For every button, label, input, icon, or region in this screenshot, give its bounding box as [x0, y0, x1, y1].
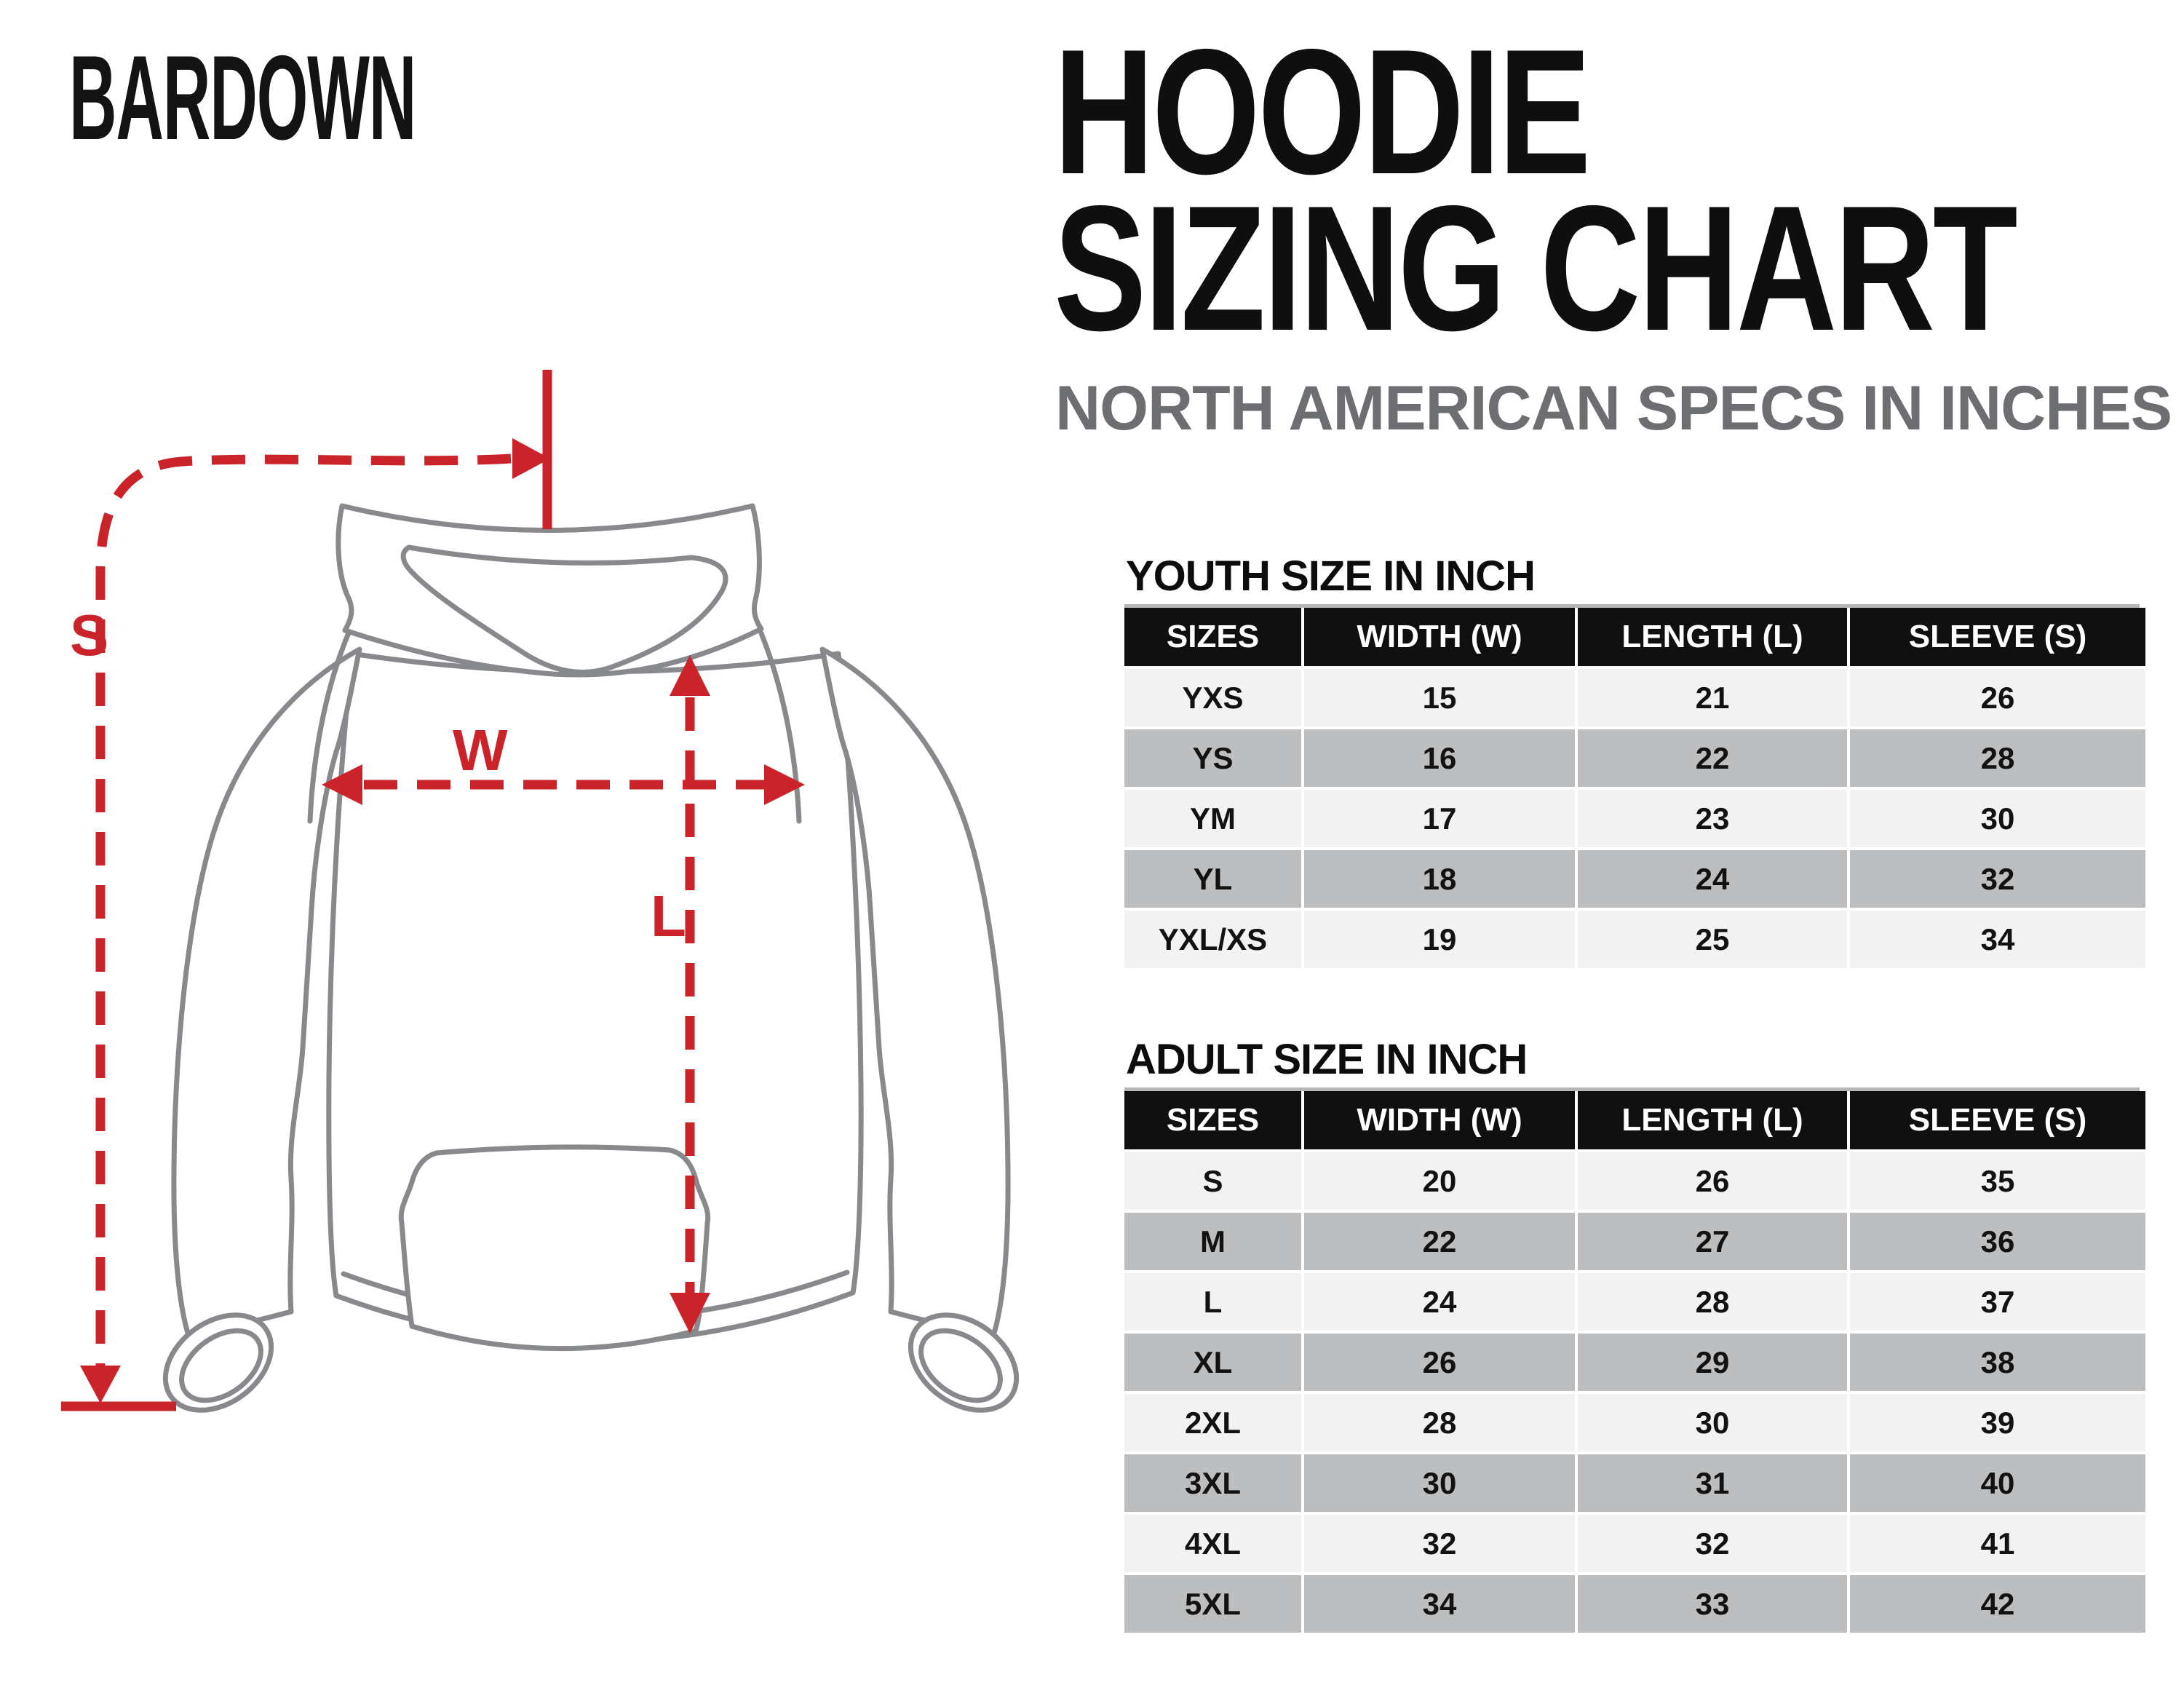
size-label-cell: 2XL	[1124, 1394, 1301, 1451]
column-header: LENGTH (L)	[1578, 608, 1847, 666]
measurement-cell: 23	[1578, 790, 1847, 847]
right-raglan-seam	[758, 630, 802, 824]
measurement-cell: 42	[1850, 1575, 2145, 1633]
column-header: SIZES	[1124, 608, 1301, 666]
measurement-cell: 30	[1850, 790, 2145, 847]
measurement-cell: 32	[1578, 1515, 1847, 1572]
measurement-cell: 26	[1850, 669, 2145, 726]
column-header: WIDTH (W)	[1304, 608, 1575, 666]
left-cuff	[162, 1312, 274, 1413]
size-label-cell: 4XL	[1124, 1515, 1301, 1572]
hoodie-measurement-diagram: S W L	[61, 370, 1020, 1413]
width-arrow-right	[764, 764, 805, 805]
measurement-cell: 30	[1304, 1454, 1575, 1512]
youth-section-title: YOUTH SIZE IN INCH	[1126, 552, 1536, 600]
brand-logo: BARDOWN	[69, 31, 416, 165]
measurement-cell: 22	[1304, 1213, 1575, 1270]
length-measurement: L	[651, 655, 710, 1334]
adult-size-table: SIZES WIDTH (W) LENGTH (L) SLEEVE (S) S 20 26 3…	[1124, 1087, 2145, 1633]
measurement-cell: 32	[1304, 1515, 1575, 1572]
page-subtitle: NORTH AMERICAN SPECS IN INCHES	[1055, 373, 2172, 443]
size-label-cell: YXL/XS	[1124, 911, 1301, 968]
measurement-cell: 30	[1578, 1394, 1847, 1451]
size-label-cell: 5XL	[1124, 1575, 1301, 1633]
measurement-cell: 17	[1304, 790, 1575, 847]
column-header: WIDTH (W)	[1304, 1091, 1575, 1149]
column-header: SIZES	[1124, 1091, 1301, 1149]
measurement-cell: 19	[1304, 911, 1575, 968]
measurement-cell: 39	[1850, 1394, 2145, 1451]
measurement-cell: 33	[1578, 1575, 1847, 1633]
width-arrow-left	[322, 764, 362, 805]
measurement-cell: 34	[1850, 911, 2145, 968]
length-arrow-down	[670, 1293, 710, 1334]
measurement-cell: 20	[1304, 1152, 1575, 1210]
measurement-cell: 28	[1578, 1273, 1847, 1331]
measurement-cell: 29	[1578, 1334, 1847, 1391]
sleeve-measurement: S	[61, 370, 552, 1411]
measurement-cell: 40	[1850, 1454, 2145, 1512]
size-label-cell: YM	[1124, 790, 1301, 847]
measurement-cell: 37	[1850, 1273, 2145, 1331]
page-title-line2: SIZING CHART	[1054, 168, 2018, 368]
measurement-cell: 32	[1850, 850, 2145, 908]
page-title: HOODIE SIZING CHART	[1054, 12, 2018, 368]
hoodie-left-sleeve	[171, 646, 362, 1341]
measurement-cell: 31	[1578, 1454, 1847, 1512]
measurement-cell: 24	[1578, 850, 1847, 908]
sleeve-label: S	[70, 603, 108, 667]
measurement-cell: 34	[1304, 1575, 1575, 1633]
size-label-cell: 3XL	[1124, 1454, 1301, 1512]
measurement-cell: 36	[1850, 1213, 2145, 1270]
measurement-cell: 26	[1578, 1152, 1847, 1210]
measurement-cell: 25	[1578, 911, 1847, 968]
column-header: SLEEVE (S)	[1850, 608, 2145, 666]
measurement-cell: 16	[1304, 729, 1575, 787]
measurement-cell: 15	[1304, 669, 1575, 726]
adult-section-title: ADULT SIZE IN INCH	[1126, 1036, 1528, 1083]
width-measurement: W	[322, 718, 805, 805]
size-label-cell: S	[1124, 1152, 1301, 1210]
column-header: LENGTH (L)	[1578, 1091, 1847, 1149]
measurement-cell: 28	[1304, 1394, 1575, 1451]
size-label-cell: YXS	[1124, 669, 1301, 726]
left-raglan-seam	[307, 632, 351, 824]
measurement-cell: 22	[1578, 729, 1847, 787]
width-label: W	[453, 718, 508, 782]
measurement-cell: 26	[1304, 1334, 1575, 1391]
hoodie-right-sleeve	[819, 646, 1011, 1341]
measurement-cell: 38	[1850, 1334, 2145, 1391]
size-label-cell: YL	[1124, 850, 1301, 908]
measurement-cell: 28	[1850, 729, 2145, 787]
page-title-line1: HOODIE	[1054, 12, 1591, 211]
size-label-cell: L	[1124, 1273, 1301, 1331]
size-label-cell: YS	[1124, 729, 1301, 787]
sleeve-arrow-down	[80, 1366, 121, 1403]
right-cuff	[908, 1312, 1020, 1413]
measurement-cell: 41	[1850, 1515, 2145, 1572]
kangaroo-pocket	[398, 1144, 711, 1352]
measurement-cell: 18	[1304, 850, 1575, 908]
sleeve-measure-line	[95, 453, 512, 1366]
size-label-cell: M	[1124, 1213, 1301, 1270]
column-header: SLEEVE (S)	[1850, 1091, 2145, 1149]
measurement-cell: 35	[1850, 1152, 2145, 1210]
length-label: L	[651, 884, 686, 948]
hood-opening	[400, 544, 728, 675]
measurement-cell: 21	[1578, 669, 1847, 726]
size-label-cell: XL	[1124, 1334, 1301, 1391]
youth-size-table: SIZES WIDTH (W) LENGTH (L) SLEEVE (S) YXS 15 2…	[1124, 604, 2145, 968]
measurement-cell: 24	[1304, 1273, 1575, 1331]
sleeve-arrow-right	[512, 438, 550, 479]
length-arrow-up	[670, 655, 710, 696]
measurement-cell: 27	[1578, 1213, 1847, 1270]
